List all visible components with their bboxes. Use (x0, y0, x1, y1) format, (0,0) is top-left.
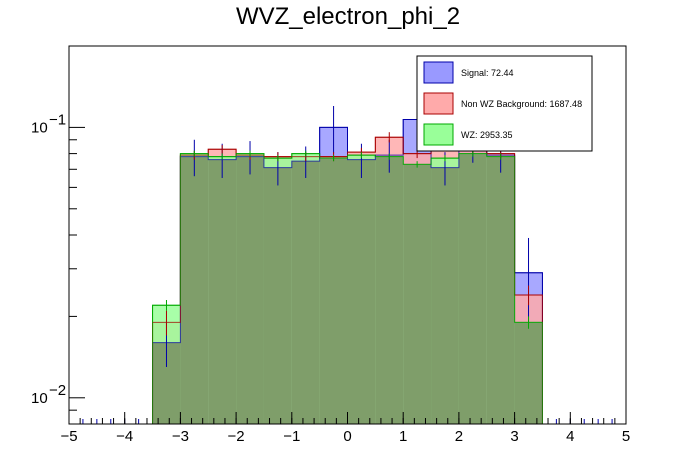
overlap-bar (347, 159, 376, 425)
series-3-outline-top (152, 153, 543, 424)
x-tick-label: −3 (172, 428, 189, 445)
legend-swatch-1 (423, 61, 454, 84)
legend-swatch-3 (423, 123, 454, 146)
overlap-tint (152, 153, 543, 425)
x-tick-label: 2 (455, 428, 463, 445)
y-tick-exponent: −2 (49, 382, 66, 399)
legend-label-2: Non WZ Background: 1687.48 (461, 99, 582, 109)
legend-label-3: WZ: 2953.35 (461, 130, 513, 140)
overlap-bar (514, 322, 543, 424)
x-tick-label: −1 (283, 428, 300, 445)
chart-title: WVZ_electron_phi_2 (236, 3, 460, 30)
y-tick-label: 10 (31, 390, 48, 407)
x-tick-label: 1 (399, 428, 407, 445)
axes: −5 −4 −3 −2 −1 0 1 2 3 4 510−210−1 (31, 45, 630, 445)
overlap-bar (403, 164, 432, 424)
x-tick-label: 3 (510, 428, 518, 445)
overlap-bar (180, 156, 209, 424)
overlap-bar (375, 156, 404, 424)
legend-label-1: Signal: 72.44 (461, 68, 514, 78)
x-tick-label: −4 (116, 428, 133, 445)
x-tick-label: 0 (343, 428, 351, 445)
x-tick-label: −5 (60, 428, 77, 445)
x-tick-label: 4 (566, 428, 574, 445)
y-tick-exponent: −1 (49, 111, 66, 128)
x-tick-label: 5 (622, 428, 630, 445)
overlap-bar (319, 158, 348, 425)
overlap-bar (486, 156, 515, 424)
overlap-bar (263, 167, 292, 424)
overlap-bar (208, 159, 237, 425)
legend-swatch-2 (423, 92, 454, 115)
legend: Signal: 72.44 Non WZ Background: 1687.48 W… (416, 55, 593, 152)
y-tick-label: 10 (31, 119, 48, 136)
x-tick-label: −2 (228, 428, 245, 445)
plot-area (82, 99, 613, 425)
overlap-bar (458, 153, 487, 425)
overlap-bar (236, 156, 264, 424)
overlap-bar (431, 167, 459, 424)
overlap-bar (291, 161, 320, 424)
